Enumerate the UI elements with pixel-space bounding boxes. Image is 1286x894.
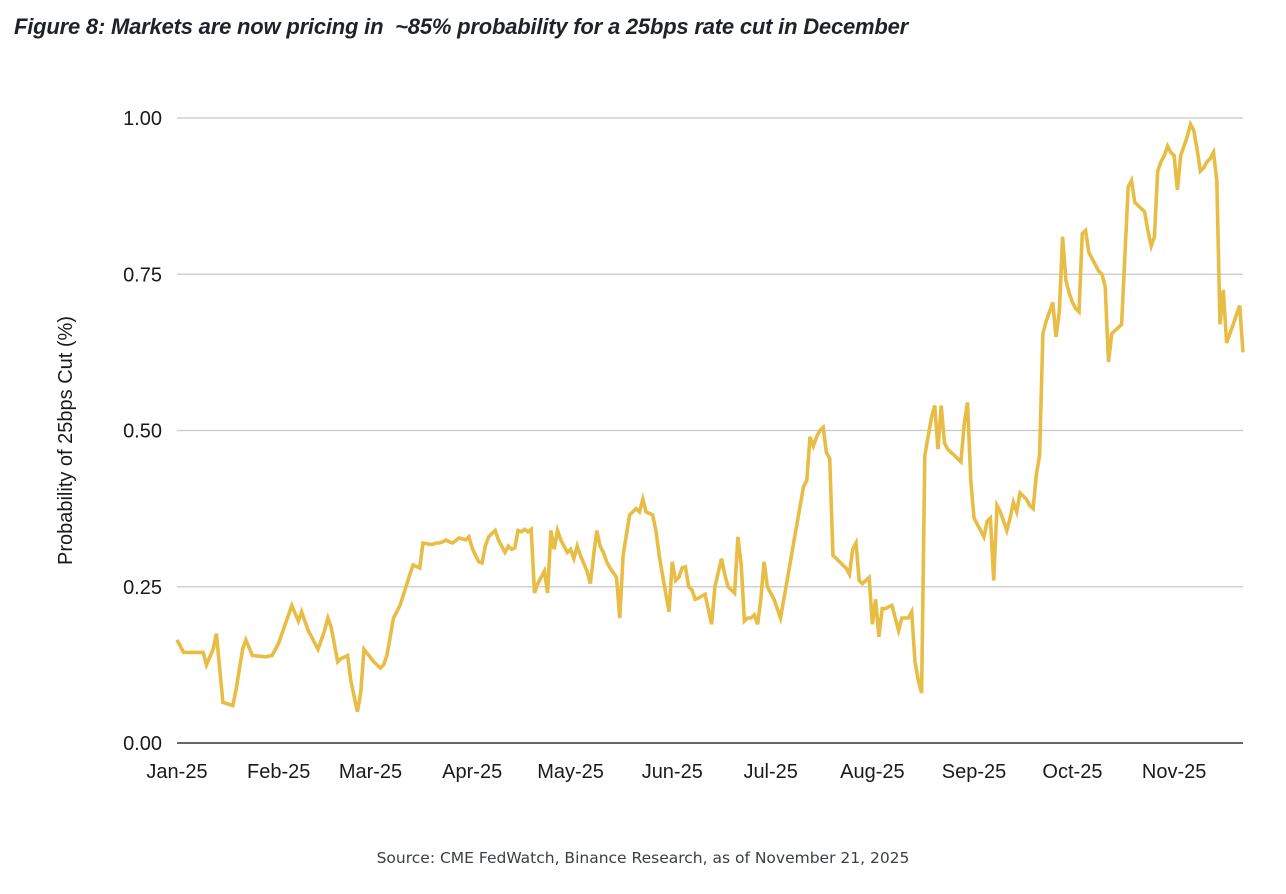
x-tick-label: Nov-25: [1142, 761, 1206, 783]
y-axis-ticks: 0.00 0.25 0.50 0.75 1.00: [123, 108, 162, 755]
x-tick-label: Jun-25: [642, 761, 703, 783]
series-line: [175, 119, 1245, 713]
x-tick-label: Jan-25: [146, 761, 207, 783]
x-tick-label: Feb-25: [247, 761, 310, 783]
y-tick-label: 0.75: [123, 264, 162, 286]
x-tick-label: Sep-25: [942, 761, 1007, 783]
y-tick-label: 0.50: [123, 421, 162, 443]
y-axis-label: Probability of 25bps Cut (%): [55, 316, 77, 565]
x-tick-label: Oct-25: [1042, 761, 1102, 783]
x-tick-label: May-25: [537, 761, 604, 783]
x-axis-ticks: Jan-25 Feb-25 Mar-25 Apr-25 May-25 Jun-25 Jul-…: [146, 761, 1206, 783]
x-tick-label: Jul-25: [743, 761, 797, 783]
figure-title: Figure 8: Markets are now pricing in ~85…: [14, 14, 909, 39]
x-tick-label: Aug-25: [840, 761, 905, 783]
gridlines: [177, 117, 1243, 588]
x-tick-label: Mar-25: [339, 761, 402, 783]
y-tick-label: 0.00: [123, 733, 162, 755]
y-tick-label: 0.25: [123, 577, 162, 599]
source-note: Source: CME FedWatch, Binance Research, …: [376, 849, 910, 867]
y-tick-label: 1.00: [123, 108, 162, 130]
series-lines: [175, 119, 1245, 713]
x-tick-label: Apr-25: [442, 761, 502, 783]
